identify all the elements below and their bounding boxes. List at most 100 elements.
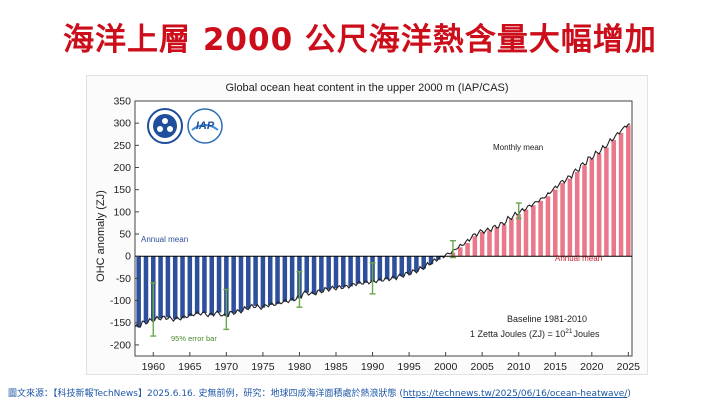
x-tick-label: 2025 <box>617 361 641 373</box>
bar <box>494 227 500 257</box>
bar <box>457 247 463 257</box>
bar <box>194 256 200 314</box>
x-tick-label: 1985 <box>324 361 348 373</box>
y-tick-label: 150 <box>113 184 131 196</box>
bar <box>414 256 419 272</box>
bar <box>319 256 324 292</box>
bar <box>545 196 551 257</box>
bar <box>260 256 266 308</box>
source-footer: 圖文來源：【科技新報TechNews】2025.6.16. 史無前例，研究：地球… <box>8 386 720 399</box>
x-tick-label: 2005 <box>470 361 494 373</box>
bar <box>487 230 492 257</box>
annual-mean-label-left: Annual mean <box>141 235 188 244</box>
y-tick-label: 200 <box>113 162 131 174</box>
error-bar <box>296 271 303 308</box>
bar <box>362 256 368 283</box>
iap-logo: IAP <box>187 108 223 144</box>
y-axis-label: OHC anomaly (ZJ) <box>95 190 107 282</box>
bar <box>333 256 339 289</box>
bar <box>326 256 331 290</box>
svg-text:IAP: IAP <box>196 120 215 132</box>
x-tick-label: 2010 <box>507 361 531 373</box>
error-bar <box>223 288 230 331</box>
bar <box>604 147 609 257</box>
bar <box>143 256 149 323</box>
x-tick-label: 2020 <box>580 361 604 373</box>
bar <box>180 256 185 319</box>
bar <box>618 132 624 257</box>
bar <box>472 236 478 257</box>
bar <box>574 171 580 257</box>
error-bar-label: 95% error bar <box>171 334 217 343</box>
error-bar <box>515 202 522 220</box>
y-tick-label: 50 <box>119 229 131 241</box>
ohc-chart: Global ocean heat content in the upper 2… <box>95 82 640 374</box>
bar <box>267 256 273 305</box>
bar <box>202 256 207 313</box>
bar <box>589 158 595 257</box>
error-bar <box>150 282 157 337</box>
bar <box>224 256 229 317</box>
bar <box>275 256 280 305</box>
page-title: 海洋上層 2000 公尺海洋熱含量大幅增加 <box>63 22 657 58</box>
bar <box>523 209 529 257</box>
bar <box>516 214 521 257</box>
bar <box>136 256 141 328</box>
x-tick-label: 1990 <box>361 361 385 373</box>
bar <box>406 256 412 274</box>
chart-figure: Global ocean heat content in the upper 2… <box>86 75 648 375</box>
y-tick-label: 0 <box>125 251 131 263</box>
bar <box>421 256 426 269</box>
bar <box>304 256 310 293</box>
bar <box>531 205 536 257</box>
x-tick-label: 1980 <box>288 361 312 373</box>
y-tick-label: 300 <box>113 118 131 130</box>
y-tick-label: -150 <box>110 317 131 329</box>
bar <box>187 256 193 317</box>
bar <box>289 256 295 301</box>
bar <box>341 256 346 288</box>
bar <box>552 189 558 257</box>
bar <box>377 256 383 281</box>
error-bar <box>449 239 456 259</box>
monthly-line <box>134 123 631 328</box>
units-label: 1 Zetta Joules (ZJ) = 1021Joules <box>470 328 600 339</box>
annual-mean-label-right: Annual mean <box>555 254 602 263</box>
bar <box>231 256 236 313</box>
source-link[interactable]: https://technews.tw/2025/06/16/ocean-hea… <box>402 389 628 399</box>
bar <box>348 256 353 287</box>
bar <box>216 256 222 313</box>
bar <box>611 140 616 257</box>
bar <box>501 224 507 257</box>
y-tick-label: 100 <box>113 206 131 218</box>
bar <box>158 256 163 319</box>
line-layer <box>134 123 631 328</box>
x-tick-label: 1965 <box>178 361 202 373</box>
y-tick-label: 350 <box>113 96 131 108</box>
bar <box>596 153 602 257</box>
bar <box>282 256 288 302</box>
x-tick-label: 1995 <box>397 361 421 373</box>
bar <box>355 256 361 284</box>
baseline-label: Baseline 1981-2010 <box>507 314 587 324</box>
bar <box>465 242 470 257</box>
y-tick-label: -200 <box>110 339 131 351</box>
source-text: 圖文來源：【科技新報TechNews】2025.6.16. 史無前例，研究：地球… <box>8 389 403 399</box>
y-tick-label: 250 <box>113 140 131 152</box>
x-tick-label: 1970 <box>215 361 239 373</box>
bar <box>428 256 434 265</box>
bar <box>246 256 251 309</box>
bar <box>253 256 258 306</box>
cas-logo <box>147 108 183 144</box>
y-tick-label: -50 <box>116 273 131 285</box>
x-tick-label: 1960 <box>142 361 166 373</box>
error-bars-layer <box>150 202 522 337</box>
bar <box>436 256 441 260</box>
bar <box>582 165 587 257</box>
bar <box>479 231 485 257</box>
bar <box>399 256 405 277</box>
bar <box>172 256 178 320</box>
axis-layer: -200 -150 -100 -50 0 50 100 150 200 250 300 350 1960… <box>110 96 640 374</box>
bar <box>209 256 215 316</box>
bar <box>311 256 317 294</box>
